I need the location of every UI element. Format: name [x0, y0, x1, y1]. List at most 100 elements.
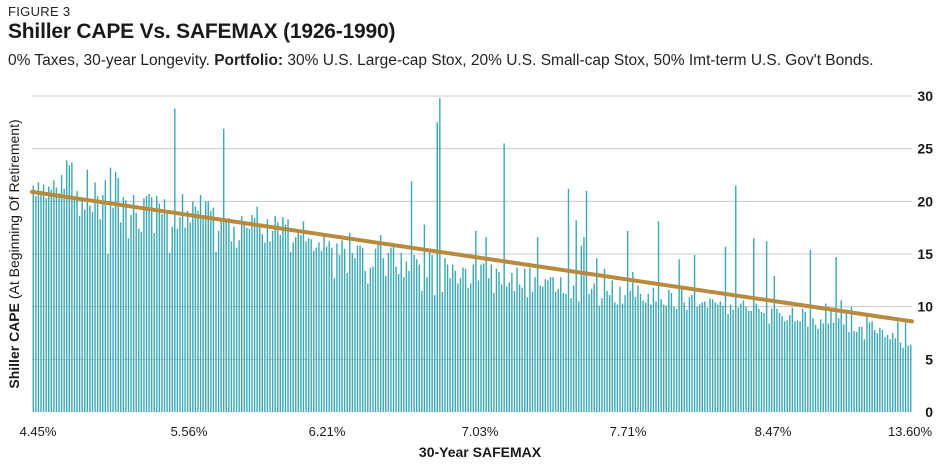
bar: [449, 278, 451, 412]
bar: [480, 264, 482, 412]
bar: [657, 221, 660, 412]
bar: [464, 268, 467, 412]
bar: [549, 277, 552, 412]
bar: [848, 331, 850, 412]
bar: [274, 216, 276, 412]
bar: [222, 128, 225, 412]
bar: [866, 316, 868, 412]
bar: [305, 241, 307, 412]
bar: [37, 182, 40, 412]
bar: [508, 282, 511, 412]
bar: [390, 247, 392, 412]
bar: [832, 322, 835, 412]
bar: [799, 321, 801, 412]
bar: [531, 291, 534, 412]
bar: [138, 228, 140, 412]
bar: [575, 220, 577, 412]
bar: [150, 197, 153, 412]
bar: [488, 278, 490, 412]
bar: [189, 222, 191, 412]
bar: [673, 306, 675, 412]
bar: [791, 307, 794, 412]
bar: [413, 255, 415, 412]
bar: [125, 200, 127, 412]
bar: [547, 280, 549, 412]
bar: [367, 283, 369, 412]
bar: [94, 182, 96, 412]
bar: [668, 289, 670, 412]
bar: [269, 241, 271, 412]
bar: [364, 270, 366, 412]
bar: [524, 268, 526, 412]
bar: [804, 311, 806, 412]
bar: [753, 238, 755, 412]
bar: [135, 212, 137, 412]
bar: [415, 259, 418, 412]
bar: [760, 311, 763, 412]
bar: [500, 284, 503, 412]
bar: [704, 301, 706, 412]
bar: [328, 241, 330, 412]
x-tick-label: 8.47%: [755, 424, 792, 439]
bar: [536, 237, 539, 412]
bar: [701, 302, 703, 412]
y-tick-labels: 0 5 10 15 20 25 30: [917, 88, 933, 420]
y-axis-title-bold: Shiller CAPE: [6, 303, 22, 389]
bar: [614, 302, 616, 412]
bar: [109, 167, 112, 412]
bar: [693, 255, 696, 412]
bar: [567, 188, 570, 412]
bar: [120, 222, 122, 412]
bar: [709, 298, 711, 412]
bar: [868, 322, 871, 412]
bar: [397, 274, 400, 412]
bar: [253, 218, 256, 412]
bar: [662, 304, 665, 412]
bar: [145, 196, 148, 412]
bar: [181, 193, 184, 412]
bar-series: [32, 98, 912, 413]
bar: [518, 284, 521, 412]
bar: [606, 290, 608, 412]
bar: [433, 295, 436, 412]
bar: [825, 303, 827, 412]
bar: [644, 302, 647, 412]
bar: [210, 210, 212, 412]
bar: [837, 318, 840, 412]
bar: [835, 257, 837, 412]
x-tick-label: 4.45%: [20, 424, 57, 439]
bar: [827, 323, 830, 412]
bar: [176, 228, 179, 412]
bar: [426, 277, 428, 412]
bar: [81, 200, 83, 412]
bar: [161, 213, 163, 412]
x-tick-label: 7.03%: [462, 424, 499, 439]
bar: [477, 280, 480, 412]
bar: [179, 217, 181, 412]
bar: [580, 245, 583, 412]
bar: [310, 239, 312, 412]
bar: [423, 224, 426, 412]
bar: [632, 271, 634, 412]
bar: [292, 242, 294, 412]
bar: [572, 285, 575, 412]
bar: [742, 300, 745, 412]
bar: [552, 277, 554, 412]
bar: [336, 243, 338, 412]
bar: [241, 216, 243, 412]
bar: [786, 320, 788, 412]
bar: [675, 308, 678, 412]
bar: [621, 303, 624, 412]
bar: [801, 308, 804, 412]
bar: [266, 219, 269, 412]
bar: [356, 245, 359, 412]
bar: [845, 311, 848, 412]
bar: [246, 227, 248, 412]
trend-line: [30, 189, 914, 324]
bar: [472, 264, 474, 412]
bar: [763, 312, 765, 412]
bar: [822, 323, 824, 412]
bar: [454, 270, 456, 412]
bar: [444, 258, 446, 412]
bar: [750, 310, 752, 412]
